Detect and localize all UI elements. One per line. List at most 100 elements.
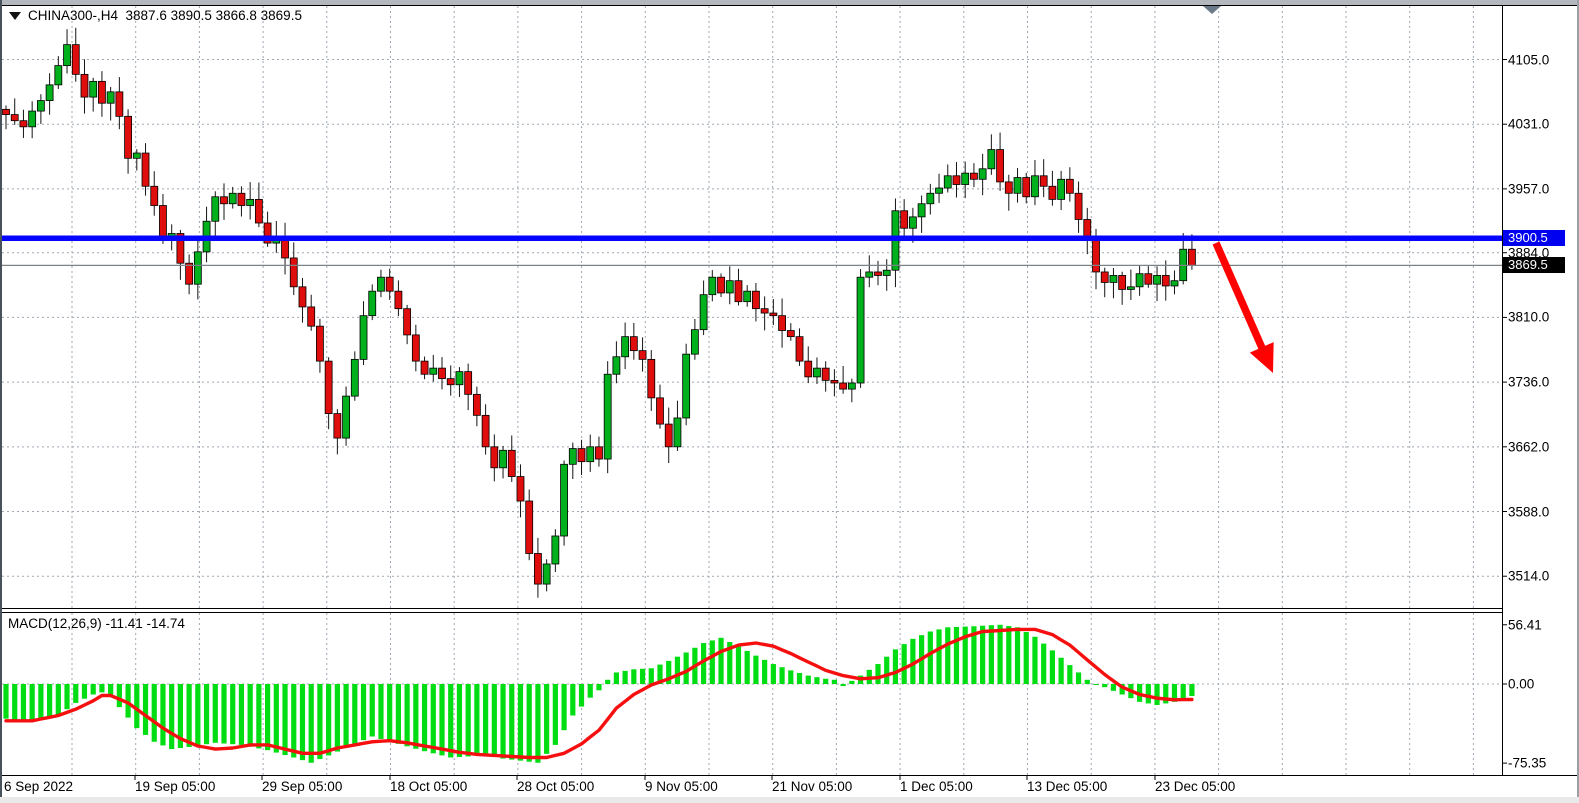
candle-bear	[98, 80, 106, 104]
candle-bull	[1031, 175, 1039, 198]
candle-bull	[54, 65, 63, 86]
macd-bar	[203, 684, 210, 745]
candle-bear	[263, 222, 272, 244]
candle-bull	[228, 192, 237, 205]
macd-bar	[378, 684, 384, 739]
macd-axis-label: 56.41	[1508, 617, 1542, 633]
date-axis-label: 23 Dec 05:00	[1155, 779, 1236, 794]
candle-bear	[534, 553, 542, 585]
scroll-to-end-marker-icon[interactable]	[1203, 6, 1221, 14]
macd-bar	[596, 684, 602, 691]
macd-bar	[1189, 684, 1195, 696]
candle-bear	[717, 276, 725, 294]
candle-bear	[446, 378, 455, 386]
symbol-quote-line: CHINA300-,H4 3887.6 3890.5 3866.8 3869.5	[28, 8, 302, 23]
trend-arrow-head[interactable]	[1249, 342, 1274, 373]
candle-bull	[699, 294, 708, 331]
macd-histogram	[3, 624, 1195, 763]
macd-bar	[90, 684, 96, 695]
macd-bar	[1006, 626, 1012, 684]
candle-bull	[211, 196, 220, 222]
trend-arrow-shaft[interactable]	[1212, 241, 1267, 353]
candle-bull	[359, 315, 368, 360]
macd-bar	[369, 684, 375, 737]
macd-bar	[639, 668, 646, 684]
candle-bear	[124, 115, 132, 159]
candle-bull	[943, 175, 952, 189]
macd-bar	[238, 684, 245, 745]
macd-bar	[535, 684, 541, 763]
candle-bear	[19, 120, 28, 128]
candle-bull	[908, 216, 917, 229]
hline-price-tag[interactable]: 3900.5	[1503, 230, 1565, 247]
candle-bull	[1013, 177, 1022, 194]
candle-bear	[1188, 248, 1196, 266]
candle-bear	[185, 262, 194, 285]
candle-bull	[560, 463, 568, 537]
candle-bull	[45, 84, 54, 101]
macd-bar	[273, 684, 279, 753]
macd-bar	[230, 684, 236, 745]
macd-bar	[1014, 627, 1021, 684]
macd-bar	[1171, 684, 1178, 702]
price-axis-label: 3884.0	[1508, 245, 1550, 261]
macd-bar	[762, 659, 768, 684]
candle-bear	[159, 205, 167, 240]
candle-bull	[246, 198, 255, 206]
axis-ticks	[134, 59, 1507, 780]
candle-bear	[1039, 175, 1048, 187]
candle-bull	[603, 373, 612, 460]
candle-bear	[298, 286, 307, 308]
yaxis-frame	[1502, 5, 1503, 776]
date-axis-label: 21 Nov 05:00	[772, 779, 853, 794]
date-axis-label: 29 Sep 05:00	[262, 779, 343, 794]
candle-bull	[89, 80, 98, 98]
macd-bar	[1093, 684, 1099, 685]
macd-bar	[1110, 684, 1117, 691]
candle-bear	[150, 185, 159, 206]
macd-axis-label: -75.35	[1508, 755, 1547, 771]
macd-bar	[108, 684, 114, 695]
candle-bull	[342, 395, 350, 439]
macd-bar	[430, 684, 436, 754]
macd-bar	[735, 646, 742, 684]
candle-bear	[307, 306, 316, 327]
macd-bar	[421, 684, 428, 752]
candle-bear	[970, 172, 978, 180]
candle-bull	[63, 44, 71, 67]
macd-bar	[500, 684, 506, 759]
candle-bear	[752, 290, 760, 310]
candle-bull	[542, 563, 551, 585]
candle-bull	[377, 276, 385, 292]
date-axis-label: 19 Sep 05:00	[135, 779, 216, 794]
xaxis-frame	[2, 775, 1577, 776]
macd-bar	[796, 672, 803, 684]
candle-bear	[490, 446, 499, 469]
candle-bear	[795, 336, 804, 362]
macd-bar	[1067, 665, 1073, 684]
candle-bear	[1144, 273, 1153, 285]
candle-bear	[472, 393, 481, 416]
macd-bar	[788, 670, 794, 684]
window-left-border	[0, 0, 2, 797]
macd-bar	[387, 684, 393, 742]
macd-bar	[884, 656, 890, 684]
candle-bull	[987, 149, 996, 170]
candle-bear	[237, 192, 246, 206]
macd-bar	[142, 684, 149, 735]
macd-bar	[1163, 684, 1169, 704]
candle-bear	[71, 44, 80, 75]
candle-bear	[1100, 271, 1109, 283]
symbol-dropdown-icon[interactable]	[9, 11, 21, 20]
candle-bear	[1074, 192, 1083, 220]
price-axis-label: 4031.0	[1508, 116, 1550, 132]
candle-bear	[80, 73, 89, 98]
candle-bull	[1109, 275, 1118, 283]
candlestick-series	[2, 27, 1196, 598]
candle-bull	[193, 251, 202, 285]
macd-bar	[971, 626, 977, 684]
macd-bar	[701, 643, 707, 684]
macd-bar	[718, 637, 724, 684]
price-axis-label: 3662.0	[1508, 439, 1550, 455]
